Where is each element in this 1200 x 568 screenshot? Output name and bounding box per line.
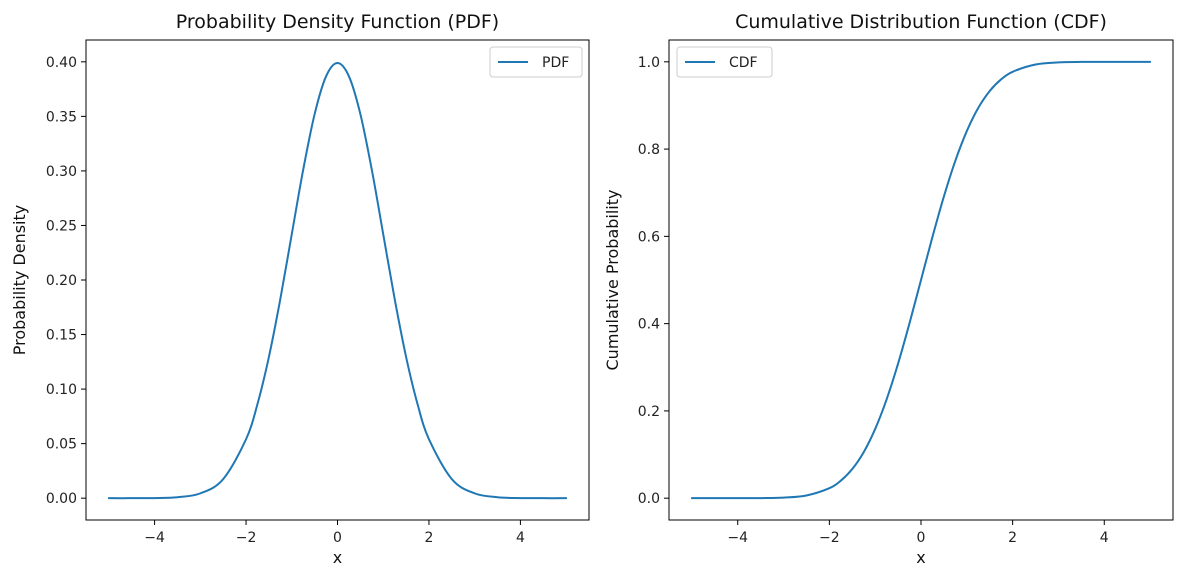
pdf-y-tick-label: 0.20 [46,273,77,289]
pdf-legend-label: PDF [542,55,569,71]
pdf-y-tick-label: 0.05 [46,437,77,453]
cdf-chart-title: Cumulative Distribution Function (CDF) [735,11,1107,33]
pdf-axes-frame [85,39,590,521]
pdf-legend-box [489,46,583,78]
cdf-series-line [690,60,1152,500]
pdf-x-tick-label: −4 [144,530,165,546]
pdf-y-axis-label: Probability Density [10,205,29,356]
pdf-x-ticks: −4 −2 0 2 4 [144,520,525,546]
cdf-x-ticks: −4 −2 0 2 4 [727,520,1109,546]
cdf-y-tick-label: 0.4 [638,317,660,333]
pdf-y-ticks: 0.00 0.05 0.10 0.15 0.20 0.25 0.30 0.35 0.40 [46,55,86,507]
cdf-y-tick-label: 0.8 [638,142,660,158]
cdf-x-tick-label: 0 [917,530,926,546]
pdf-series-line [107,62,568,500]
cdf-legend: CDF [676,46,773,78]
pdf-y-tick-label: 0.00 [46,491,77,507]
pdf-y-tick-label: 0.25 [46,218,77,234]
cdf-x-tick-label: 4 [1100,530,1109,546]
pdf-panel: Probability Density Function (PDF) x Pro… [10,11,590,567]
pdf-y-tick-label: 0.15 [46,328,77,344]
cdf-x-tick-label: 2 [1008,530,1017,546]
pdf-y-tick-label: 0.30 [46,164,77,180]
pdf-x-tick-label: −2 [236,530,257,546]
pdf-x-tick-label: 2 [424,530,433,546]
pdf-x-tick-label: 0 [333,530,342,546]
pdf-chart-title: Probability Density Function (PDF) [176,11,499,33]
cdf-x-tick-label: −2 [819,530,840,546]
cdf-y-tick-label: 1.0 [638,55,660,71]
cdf-legend-label: CDF [729,55,758,71]
cdf-x-tick-label: −4 [727,530,748,546]
pdf-y-tick-label: 0.10 [46,382,77,398]
pdf-y-tick-label: 0.35 [46,109,77,125]
pdf-y-tick-label: 0.40 [46,55,77,71]
pdf-x-axis-label: x [333,548,342,567]
cdf-y-axis-label: Cumulative Probability [603,190,622,371]
cdf-series [690,60,1152,500]
cdf-y-tick-label: 0.6 [638,229,660,245]
pdf-series [107,62,568,500]
pdf-legend: PDF [489,46,583,78]
cdf-x-axis-label: x [916,548,925,567]
pdf-x-tick-label: 4 [516,530,525,546]
cdf-y-tick-label: 0.2 [638,404,660,420]
cdf-panel: Cumulative Distribution Function (CDF) x… [603,11,1174,567]
cdf-legend-box [676,46,773,78]
cdf-y-ticks: 0.0 0.2 0.4 0.6 0.8 1.0 [638,55,669,507]
cdf-y-tick-label: 0.0 [638,491,660,507]
